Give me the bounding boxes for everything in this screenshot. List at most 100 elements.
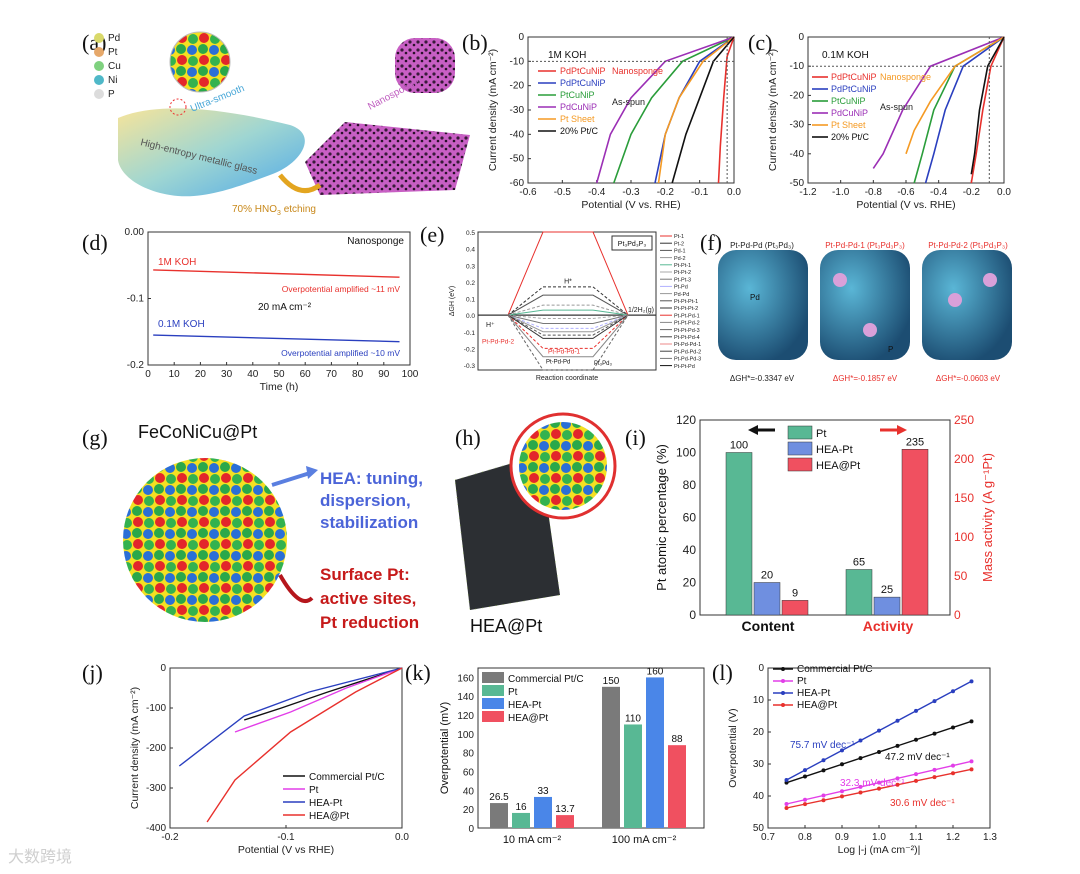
- legend-label-4: Pt Sheet: [560, 114, 595, 124]
- pd-site-label: Pd: [750, 293, 760, 302]
- x-tick-label: 0.7: [761, 832, 775, 843]
- etching-arrow: [278, 173, 322, 194]
- legend-swatch-3: [482, 711, 504, 722]
- chart-l: 0.7 0.8 0.9 1.0 1.1 1.2 1.3 0 10 20 30 40 50 Log |-j …: [727, 663, 997, 856]
- legend-marker-1: [781, 679, 785, 683]
- legend-pt: Pt: [108, 47, 118, 58]
- series-line-2: [613, 36, 735, 184]
- nanosponge-sheet: [305, 122, 470, 195]
- series-marker-3: [951, 771, 955, 776]
- bar-value-label: 235: [906, 436, 924, 448]
- x-tick-label: 1.3: [983, 832, 997, 843]
- legend-label-2: HEA-Pt: [797, 688, 831, 699]
- state-h2: 1/2H₂(g): [628, 307, 654, 314]
- title-box: [611, 235, 653, 251]
- y-tick-label: -100: [146, 703, 166, 714]
- bar-heapt-1: [873, 596, 901, 616]
- x-axis-label: Potential (V vs. RHE): [581, 199, 680, 211]
- y-tick-label: 0.4: [466, 247, 475, 254]
- series-marker-0: [951, 725, 955, 730]
- energy-level-5: [507, 314, 629, 319]
- arrow-left-head: [748, 425, 758, 435]
- x-axis-label: Potential (V vs. RHE): [856, 199, 955, 211]
- plot-frame: [147, 231, 411, 366]
- bar-1-1: [624, 724, 642, 828]
- annotation-2: Pt-Pd-Pd: [546, 359, 570, 365]
- x-tick-label: 70: [326, 369, 338, 380]
- y-tick-label: -0.2: [127, 360, 145, 371]
- x-tick-label: 30: [221, 369, 233, 380]
- chart-i: 0 20 40 60 80 100 120 0 50 100 150 200 250 Pt atomic …: [654, 413, 995, 634]
- y-tick-right: 200: [954, 452, 974, 466]
- bar-1-0: [512, 812, 530, 828]
- y-tick-label: 20: [753, 727, 765, 738]
- pt-arrow: [278, 574, 314, 604]
- series-marker-3: [803, 802, 807, 807]
- legend-pt-dot: [94, 47, 104, 57]
- legend-label-3: Pd-2: [674, 256, 686, 262]
- bar-heapt-0: [753, 582, 781, 616]
- legend-label-0: Commercial Pt/C: [797, 664, 873, 675]
- legend-label-3: PdCuNiP: [831, 108, 868, 118]
- y-tick-label: 0: [798, 32, 804, 43]
- category-label-0: Content: [742, 618, 795, 634]
- hea-arrow: [271, 471, 311, 487]
- series-note-1: Overpotential amplified ~10 mV: [281, 348, 400, 358]
- energy-level-3: [507, 304, 629, 316]
- legend-label-0: PdPtCuNiP: [831, 72, 877, 82]
- legend-label-2: HEA-Pt: [309, 798, 343, 809]
- legend-ni: Ni: [108, 75, 117, 86]
- annotation-0: Pt-Pd-Pd-2: [482, 338, 515, 345]
- y-tick-label: 20: [463, 805, 475, 816]
- annotation-nanosponge: Nanosponge: [880, 72, 931, 82]
- bar-value-label: 33: [537, 786, 549, 797]
- p-site-label: P: [888, 345, 893, 354]
- x-tick-label: -1.0: [832, 187, 850, 198]
- chart-j: -0.2 -0.1 0.0 0 -100 -200 -300 -400 Potential (V…: [129, 663, 409, 856]
- legend-label-10: Pt-Pt-Pt-2: [674, 306, 698, 312]
- y-tick-label: 0.2: [466, 280, 475, 287]
- legend-label-4: Pt Sheet: [831, 120, 866, 130]
- series-marker-0: [969, 719, 974, 724]
- tafel-3: 30.6 mV dec⁻¹: [890, 798, 955, 809]
- arrow-right-head: [897, 425, 907, 435]
- p-atom: [863, 323, 877, 337]
- legend-label-16: Pt-Pd-Pd-2: [674, 349, 701, 355]
- x-tick-label: -0.1: [691, 187, 709, 198]
- x-tick-label: -0.5: [554, 187, 572, 198]
- bar-pt-1: [845, 569, 873, 616]
- legend-ni-dot: [94, 75, 104, 85]
- y-tick-right: 100: [954, 530, 974, 544]
- x-tick-label: -0.1: [277, 832, 295, 843]
- legend-label-17: Pt-Pd-Pd-3: [674, 357, 701, 363]
- panel-label: (k): [405, 660, 431, 685]
- legend-label-6: Pt-Pt-3: [674, 277, 691, 283]
- series-marker-3: [895, 782, 900, 787]
- panel-label: (d): [82, 230, 108, 255]
- series-marker-2: [803, 768, 807, 773]
- bar-value-label: 150: [603, 676, 620, 687]
- y-tick-label: 0.0: [466, 313, 475, 320]
- chart-title: Nanosponge: [347, 236, 404, 247]
- chart-title: Pt₃Pd₃P₃: [618, 241, 647, 248]
- hea-arrow-head: [306, 466, 318, 479]
- panel-label: (j): [82, 660, 103, 685]
- atom-cluster: [169, 31, 231, 93]
- energy-level-2: [507, 294, 629, 316]
- y-tick-label: 120: [457, 711, 474, 722]
- series-line-3: [595, 36, 735, 184]
- panel-labels: (a) (b) (c)(d) (e) (f)(g) (h) (i)(j) (k) (l): [82, 30, 772, 685]
- annotation-asspun: As-spun: [612, 97, 645, 107]
- energy-level-1: [507, 286, 629, 316]
- y-tick-label: 60: [463, 768, 475, 779]
- annotation-1: Pt-Pd-Pd-1: [548, 348, 581, 355]
- series-marker-0: [895, 743, 900, 748]
- legend-pd: Pd: [108, 33, 120, 44]
- legend-p: P: [108, 89, 115, 100]
- legend-label-5: 20% Pt/C: [831, 132, 870, 142]
- hea-text-1: HEA: tuning,: [320, 469, 423, 488]
- y-tick-left: 20: [683, 576, 697, 590]
- series-line-0: [970, 36, 1005, 184]
- legend-label-1: Pt: [309, 785, 319, 796]
- series-marker-2: [858, 738, 863, 743]
